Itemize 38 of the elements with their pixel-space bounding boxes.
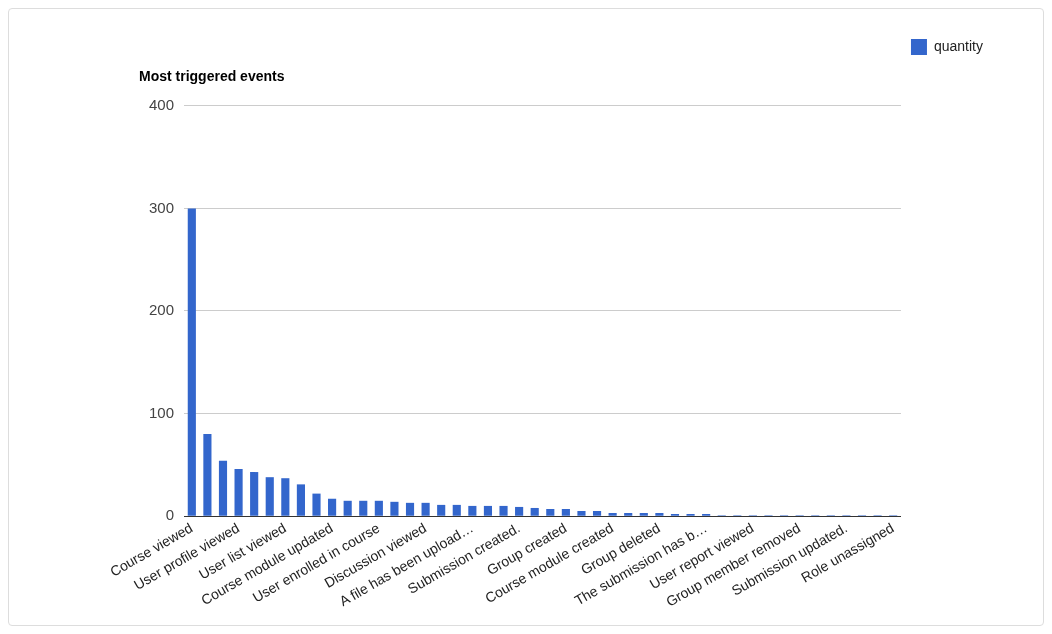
bar [655,513,664,516]
bar [359,500,368,516]
bar [468,505,477,516]
bar [639,513,648,516]
bar [515,506,524,516]
bar [624,513,633,516]
bar [577,511,586,516]
bar [405,502,415,516]
bar [250,472,259,516]
bar [374,500,383,516]
bar [203,434,212,516]
bar [343,500,352,516]
chart-title: Most triggered events [139,68,285,85]
bar [390,501,399,516]
y-tick-label: 400 [149,95,175,113]
y-tick-label: 200 [149,301,175,319]
bar [608,513,617,516]
bar [328,498,337,516]
bar [452,504,461,516]
y-tick-label: 100 [149,403,175,421]
bar [546,508,555,516]
bar [437,504,446,516]
bar [281,478,290,516]
bar [312,493,321,516]
bar [561,508,570,516]
bar [499,505,508,516]
bar [218,460,228,516]
bar [296,484,305,516]
y-tick-label: 0 [165,506,175,524]
bar [421,502,430,516]
bar [187,208,196,516]
bar [234,468,243,516]
bar [265,477,274,516]
bar [592,511,602,516]
y-tick-label: 300 [149,198,175,216]
bar [530,507,539,516]
legend-label: quantity [933,37,984,54]
bar [483,505,493,516]
